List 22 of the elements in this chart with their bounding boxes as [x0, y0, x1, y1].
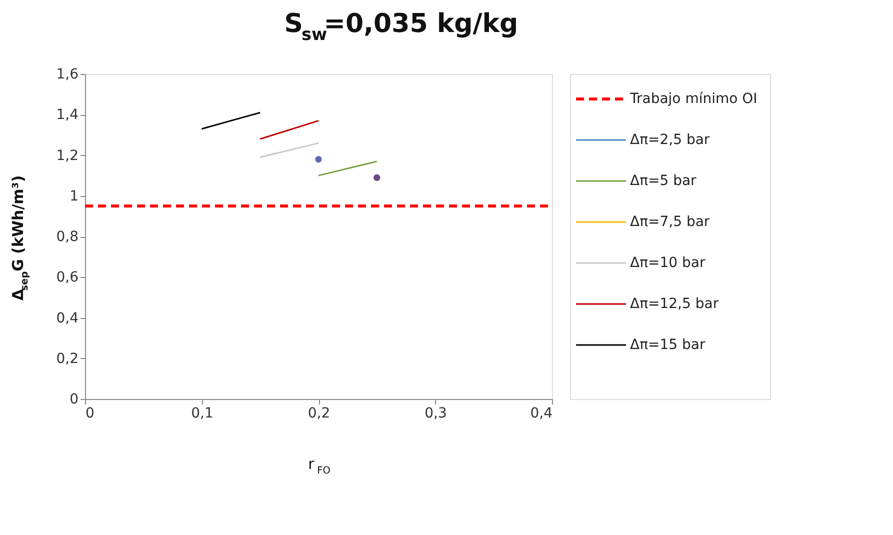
y-tick-label: 0,2 — [56, 350, 78, 367]
y-tick-label: 0,4 — [56, 310, 79, 326]
y-tick-label: 0,8 — [56, 229, 78, 245]
y-axis-title: ΔsepG (kWh/m³) — [9, 175, 30, 301]
y-tick-label: 1,6 — [56, 66, 79, 82]
legend-label: Trabajo mínimo OI — [629, 91, 758, 107]
x-tick-label: 0,1 — [191, 406, 214, 422]
x-tick-label: 0,4 — [530, 406, 553, 422]
legend-label: Δπ=7,5 bar — [630, 214, 710, 230]
y-tick-label: 0 — [70, 392, 78, 408]
y-tick-label: 1,2 — [56, 148, 78, 164]
x-tick-label: 0,2 — [308, 406, 330, 422]
legend-label: Δπ=5 bar — [630, 173, 697, 189]
legend-label: Δπ=2,5 bar — [630, 132, 710, 148]
y-tick-label: 0,6 — [56, 270, 79, 286]
y-tick-label: 1,4 — [56, 107, 79, 124]
legend-label: Δπ=15 bar — [630, 337, 706, 353]
y-tick-label: 1 — [70, 188, 78, 204]
legend-label: Δπ=10 bar — [630, 255, 706, 271]
legend-label: Δπ=12,5 bar — [630, 296, 719, 312]
x-tick-label: 0,3 — [424, 406, 447, 422]
x-tick-label: 0 — [86, 406, 94, 422]
